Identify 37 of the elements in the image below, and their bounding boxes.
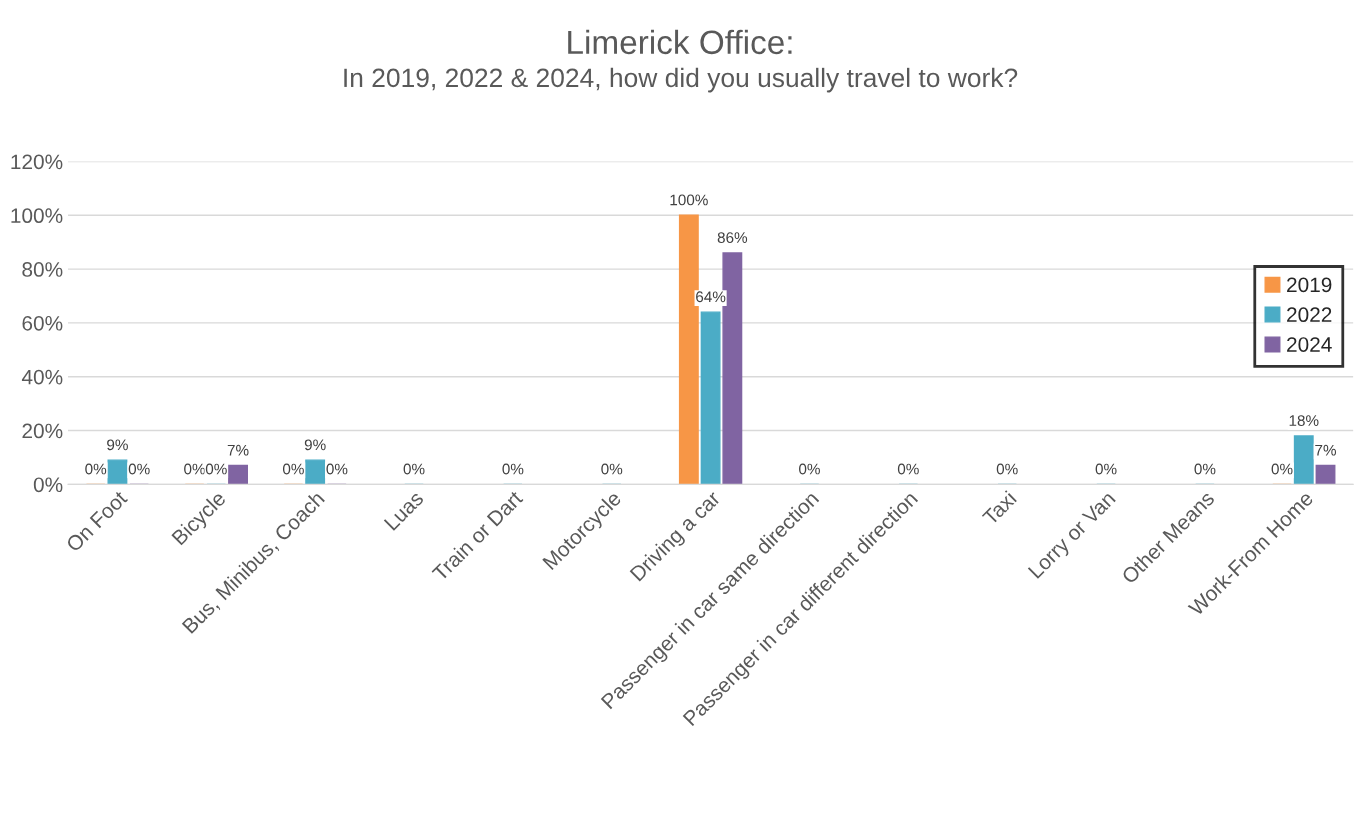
x-tick-label: Taxi: [981, 490, 1018, 526]
data-label: 0%: [205, 463, 227, 475]
legend-label: 2022: [1287, 307, 1332, 323]
data-label: 0%: [799, 463, 820, 475]
y-tick-label: 20%: [22, 423, 63, 439]
data-label: 0%: [85, 463, 107, 475]
data-label: 9%: [107, 439, 128, 451]
y-tick-label: 0%: [33, 477, 63, 493]
chart-title: Limerick Office:: [568, 29, 792, 55]
data-label: 0%: [502, 463, 524, 475]
y-tick-label: 120%: [11, 154, 63, 170]
data-label: 0%: [403, 463, 425, 475]
data-label: 0%: [996, 463, 1018, 475]
legend-label: 2019: [1287, 277, 1332, 293]
data-label: 0%: [1194, 463, 1216, 475]
data-label: 18%: [1289, 415, 1319, 426]
data-label: 64%: [696, 291, 726, 303]
chart-subtitle: In 2019, 2022 & 2024, how did you usually travel to work?: [344, 67, 1018, 93]
data-label: 9%: [304, 439, 326, 451]
data-label: 0%: [282, 463, 304, 475]
data-label: 100%: [670, 194, 708, 206]
data-label: 0%: [601, 463, 623, 475]
legend-label: 2024: [1287, 337, 1332, 352]
data-label: 0%: [897, 463, 919, 475]
data-label: 86%: [717, 232, 748, 243]
data-label: 0%: [128, 463, 150, 475]
data-label: 7%: [1315, 444, 1337, 456]
data-label: 0%: [326, 463, 348, 475]
y-tick-label: 40%: [21, 369, 63, 385]
y-tick-label: 60%: [22, 315, 63, 331]
data-label: 0%: [1271, 463, 1293, 475]
y-tick-label: 100%: [11, 208, 63, 224]
data-label: 0%: [1095, 463, 1117, 475]
data-label: 0%: [184, 463, 206, 475]
data-label: 7%: [227, 444, 249, 456]
y-tick-label: 80%: [22, 262, 63, 277]
x-tick-label: Train or Dart: [431, 489, 524, 582]
